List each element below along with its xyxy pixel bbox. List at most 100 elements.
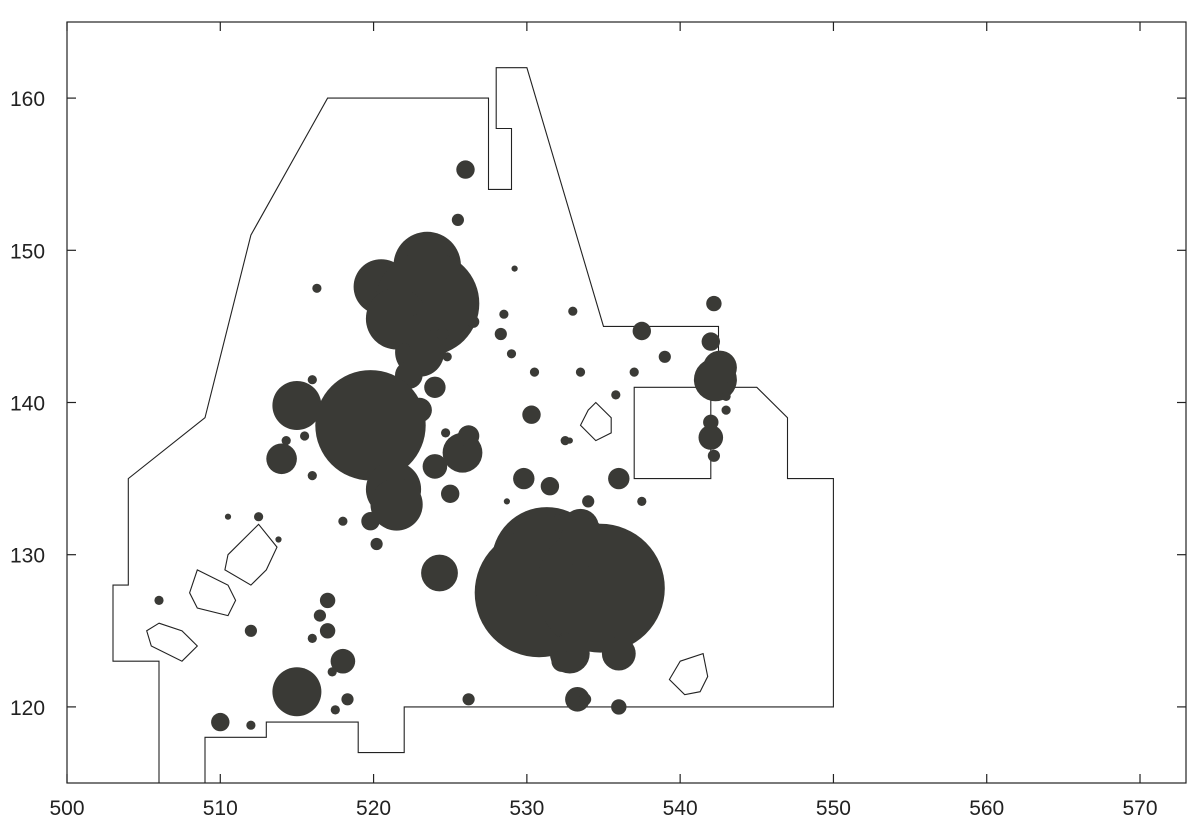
bubble-point-45	[246, 720, 256, 730]
bubble-point-54	[494, 327, 507, 341]
bubble-point-74	[551, 650, 573, 672]
bubble-point-94	[503, 498, 510, 505]
bubble-point-64	[560, 436, 570, 446]
bubble-point-65	[566, 437, 573, 444]
bubble-point-95	[554, 513, 561, 520]
bubble-point-28	[338, 516, 348, 526]
bubble-point-13	[398, 343, 411, 356]
bubble-point-59	[522, 405, 541, 424]
bubble-point-41	[330, 648, 356, 674]
bubble-point-40	[307, 633, 317, 644]
bubble-point-30	[422, 454, 448, 479]
x-tick-label: 550	[816, 797, 851, 820]
x-tick-label: 560	[969, 797, 1004, 820]
y-tick-label: 160	[10, 88, 45, 111]
bubble-point-92	[707, 449, 721, 462]
bubble-point-78	[611, 699, 627, 715]
bubble-point-76	[579, 693, 592, 706]
bubble-point-93	[721, 405, 731, 415]
bubble-point-43	[272, 667, 322, 717]
bubble-point-58	[529, 367, 540, 377]
y-tick-label: 150	[10, 240, 45, 263]
axis-ticks	[66, 22, 1186, 783]
bubble-point-56	[506, 349, 517, 359]
outline-main-boundary	[112, 67, 834, 783]
bubble-point-18	[272, 381, 322, 430]
bubble-point-24	[307, 471, 317, 481]
x-tick-label: 570	[1122, 797, 1157, 820]
bubble-point-12	[438, 344, 448, 354]
bubble-point-22	[300, 431, 310, 441]
bubble-point-36	[319, 592, 336, 609]
outline-polygon-left-bottom	[146, 622, 199, 662]
bubble-point-47	[330, 705, 340, 715]
bubble-point-14	[442, 352, 452, 362]
bubble-point-84	[637, 496, 647, 506]
y-tick-label: 140	[10, 393, 45, 416]
bubble-point-1	[451, 213, 464, 226]
data-bubbles	[154, 160, 737, 732]
area-outlines	[112, 67, 834, 783]
bubble-point-49	[154, 595, 164, 606]
bubble-point-39	[244, 624, 257, 637]
bubble-point-46	[341, 693, 354, 706]
bubble-point-86	[706, 295, 722, 312]
bubble-point-42	[327, 667, 337, 677]
bubble-point-52	[275, 536, 282, 543]
bubble-point-62	[568, 306, 578, 316]
bubble-point-11	[436, 327, 449, 341]
outline-polygon-right-lower	[668, 652, 709, 696]
bubble-point-51	[224, 513, 232, 520]
x-tick-label: 500	[49, 797, 84, 820]
bubble-point-35	[421, 554, 458, 592]
bubble-point-26	[370, 478, 423, 531]
outline-polygon-left-mid	[189, 569, 237, 617]
bubble-point-53	[467, 315, 480, 328]
bubble-point-91	[698, 425, 724, 450]
bubble-point-19	[315, 370, 426, 481]
bubble-point-70	[559, 518, 609, 567]
bubble-point-80	[611, 390, 621, 400]
x-tick-label: 520	[356, 797, 391, 820]
bubble-point-34	[441, 428, 451, 438]
bubble-point-79	[608, 467, 630, 490]
bubble-point-31	[441, 484, 460, 503]
bubble-point-50	[254, 512, 264, 522]
bubble-point-48	[462, 693, 475, 706]
bubble-point-77	[601, 636, 636, 671]
y-tick-label: 130	[10, 545, 45, 568]
bubble-point-37	[313, 609, 326, 622]
bubble-point-23	[266, 443, 297, 475]
bubble-point-20	[307, 375, 317, 385]
bubble-point-21	[281, 436, 291, 446]
x-tick-label: 510	[203, 797, 238, 820]
axis-tick-labels: 500 510 520 530 540 550 560 570 120 130 140 150 160	[10, 88, 1158, 820]
bubble-point-61	[540, 477, 560, 496]
bubble-point-75	[565, 687, 590, 712]
y-tick-label: 120	[10, 697, 45, 720]
bubble-point-29	[370, 537, 383, 551]
bubble-point-57	[511, 265, 518, 272]
bubble-point-60	[513, 467, 535, 490]
bubble-point-63	[575, 367, 586, 377]
bubble-point-10	[312, 283, 322, 293]
bubble-point-33	[457, 425, 480, 447]
bubble-point-44	[211, 712, 230, 732]
bubble-point-16	[424, 376, 446, 398]
plot-frame	[66, 21, 1187, 784]
outline-polygon-left-top	[224, 523, 278, 586]
bubble-point-71	[582, 495, 595, 508]
outline-inner-rectangle	[633, 386, 712, 480]
outline-pentagon-right-upper	[579, 401, 612, 442]
bubble-point-0	[456, 160, 475, 179]
bubble-point-85	[701, 332, 720, 351]
bubble-point-83	[658, 350, 671, 363]
bubble-point-88	[703, 350, 737, 385]
bubble-point-81	[629, 367, 639, 377]
x-tick-label: 530	[509, 797, 544, 820]
bubble-point-55	[499, 309, 509, 319]
x-tick-label: 540	[663, 797, 698, 820]
bubble-point-82	[632, 321, 651, 341]
bubble-point-38	[319, 623, 336, 639]
